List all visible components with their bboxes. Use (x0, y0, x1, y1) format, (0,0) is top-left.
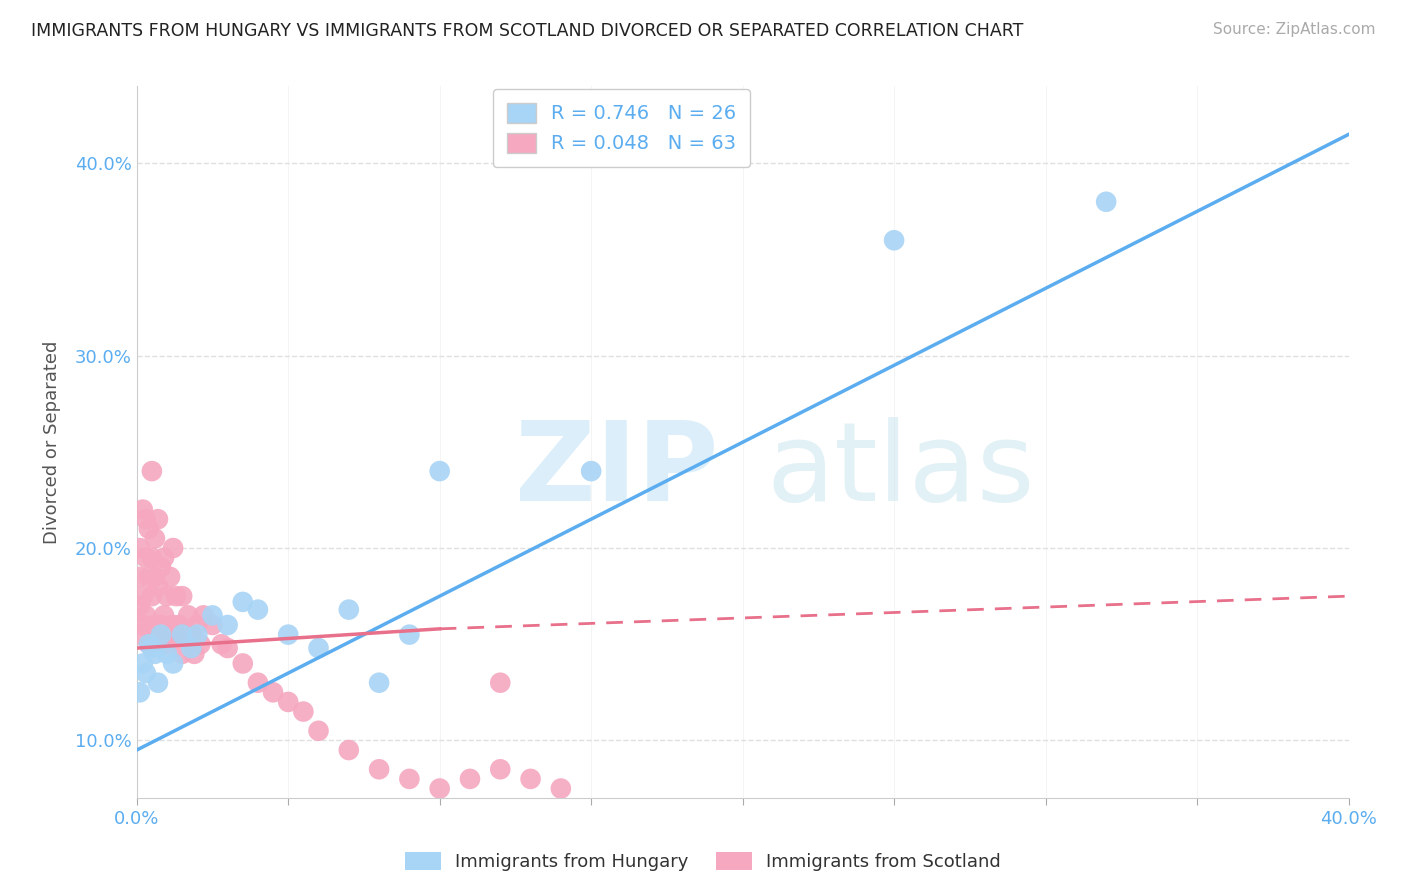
Point (146, 512, 169, 526)
Point (132, 618, 155, 632)
Point (141, 589, 163, 603)
Point (186, 618, 208, 632)
Point (262, 685, 284, 699)
Point (132, 657, 155, 671)
Point (174, 627, 197, 641)
Point (132, 589, 155, 603)
Point (135, 512, 157, 526)
Point (128, 685, 150, 699)
Point (149, 560, 172, 574)
Point (277, 627, 299, 641)
Point (201, 608, 224, 623)
Point (143, 532, 166, 546)
Point (883, 233, 905, 247)
Point (217, 618, 239, 632)
Point (193, 608, 215, 623)
Point (141, 641, 163, 656)
Legend: R = 0.746   N = 26, R = 0.048   N = 63: R = 0.746 N = 26, R = 0.048 N = 63 (494, 89, 749, 167)
Point (183, 647, 205, 661)
Point (458, 772, 481, 786)
Point (153, 550, 176, 565)
Point (135, 550, 157, 565)
Point (143, 618, 166, 632)
Point (186, 627, 208, 641)
Point (156, 589, 179, 603)
Point (398, 627, 420, 641)
Y-axis label: Divorced or Separated: Divorced or Separated (44, 341, 60, 544)
Point (519, 772, 541, 786)
Point (138, 637, 160, 651)
Point (308, 723, 330, 738)
Point (138, 570, 160, 584)
Point (138, 637, 160, 651)
Point (165, 627, 187, 641)
Point (180, 641, 202, 656)
Point (550, 781, 572, 796)
Point (156, 647, 179, 661)
Point (146, 580, 169, 594)
Point (128, 570, 150, 584)
Point (217, 641, 239, 656)
Point (201, 618, 224, 632)
Point (277, 695, 299, 709)
Point (211, 637, 233, 651)
Text: IMMIGRANTS FROM HUNGARY VS IMMIGRANTS FROM SCOTLAND DIVORCED OR SEPARATED CORREL: IMMIGRANTS FROM HUNGARY VS IMMIGRANTS FR… (31, 22, 1024, 40)
Point (159, 627, 181, 641)
Point (128, 599, 150, 613)
Point (246, 675, 269, 690)
Point (143, 570, 166, 584)
Point (162, 657, 184, 671)
Point (172, 627, 194, 641)
Point (368, 762, 391, 776)
Point (167, 618, 190, 632)
Point (172, 589, 194, 603)
Point (156, 637, 179, 651)
Point (162, 541, 184, 555)
Point (162, 618, 184, 632)
Point (146, 675, 169, 690)
Text: Source: ZipAtlas.com: Source: ZipAtlas.com (1212, 22, 1375, 37)
Text: ZIP: ZIP (515, 417, 718, 524)
Point (141, 550, 163, 565)
Point (308, 641, 330, 656)
Point (337, 743, 360, 757)
Point (149, 618, 172, 632)
Point (180, 627, 202, 641)
Point (128, 541, 150, 555)
Point (146, 627, 169, 641)
Point (429, 464, 451, 478)
Point (165, 589, 187, 603)
Point (232, 595, 254, 609)
Point (246, 602, 269, 616)
Point (1095, 194, 1118, 209)
Text: atlas: atlas (766, 417, 1035, 524)
Point (141, 464, 163, 478)
Point (149, 627, 172, 641)
Point (135, 666, 157, 681)
Point (153, 608, 176, 623)
Point (489, 675, 512, 690)
Point (135, 608, 157, 623)
Point (143, 647, 166, 661)
Point (579, 464, 602, 478)
Point (489, 762, 512, 776)
Point (292, 705, 315, 719)
Point (232, 657, 254, 671)
Point (141, 627, 163, 641)
Point (138, 522, 160, 536)
Point (177, 608, 200, 623)
Legend: Immigrants from Hungary, Immigrants from Scotland: Immigrants from Hungary, Immigrants from… (398, 845, 1008, 879)
Point (132, 502, 155, 516)
Point (128, 627, 150, 641)
Point (337, 602, 360, 616)
Point (398, 772, 420, 786)
Point (172, 647, 194, 661)
Point (159, 570, 181, 584)
Point (429, 781, 451, 796)
Point (190, 637, 212, 651)
Point (368, 675, 391, 690)
